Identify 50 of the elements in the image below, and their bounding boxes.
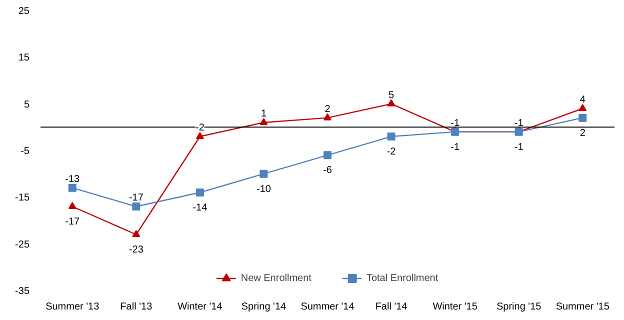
data-label: 2 [580, 128, 586, 139]
y-tick-label: -25 [15, 239, 30, 250]
point [578, 114, 587, 122]
x-tick-label: Summer '13 [46, 302, 100, 312]
x-tick-label: Summer '15 [556, 302, 610, 312]
point [578, 104, 587, 112]
data-label: -2 [386, 146, 396, 158]
y-tick-label: -35 [15, 286, 30, 297]
y-tick-label: 25 [18, 6, 30, 17]
point [324, 113, 332, 120]
data-label: -1 [514, 118, 524, 129]
data-label: -17 [128, 192, 144, 204]
x-tick-label: Spring '14 [241, 302, 287, 312]
point [196, 132, 204, 140]
legend-label: Total Enrollment [366, 272, 438, 284]
x-tick-label: Winter '14 [178, 302, 223, 312]
data-label: -10 [256, 184, 272, 195]
point [260, 170, 268, 178]
data-label: -2 [196, 122, 205, 134]
point [260, 118, 268, 126]
point [324, 151, 332, 160]
data-label: -1 [450, 118, 460, 129]
data-label: -17 [65, 216, 80, 228]
data-label: -6 [323, 165, 332, 176]
point [68, 184, 76, 192]
data-label: -14 [192, 202, 208, 214]
data-label: 2 [324, 104, 331, 115]
data-label: -1 [514, 142, 524, 153]
data-label: -23 [128, 244, 144, 256]
data-label: 1 [260, 108, 267, 120]
point [387, 99, 396, 106]
data-label: 4 [580, 94, 586, 106]
y-tick-label: -5 [20, 146, 30, 157]
x-tick-label: Fall '14 [375, 302, 408, 312]
y-tick-label: 15 [18, 52, 30, 64]
point [387, 132, 396, 140]
y-tick-label: -15 [15, 192, 30, 204]
data-label: -13 [65, 174, 80, 185]
point [196, 188, 204, 196]
legend-label: New Enrollment [240, 272, 312, 284]
x-tick-label: Winter '15 [432, 302, 478, 312]
x-tick-label: Summer '14 [300, 302, 355, 312]
data-label: 5 [388, 90, 394, 101]
point [132, 202, 140, 210]
point [68, 202, 76, 210]
y-tick-label: 5 [24, 99, 30, 110]
data-label: -1 [450, 142, 460, 153]
x-tick-label: Fall '13 [120, 302, 153, 312]
point [132, 230, 140, 238]
x-tick-label: Spring '15 [496, 302, 542, 312]
